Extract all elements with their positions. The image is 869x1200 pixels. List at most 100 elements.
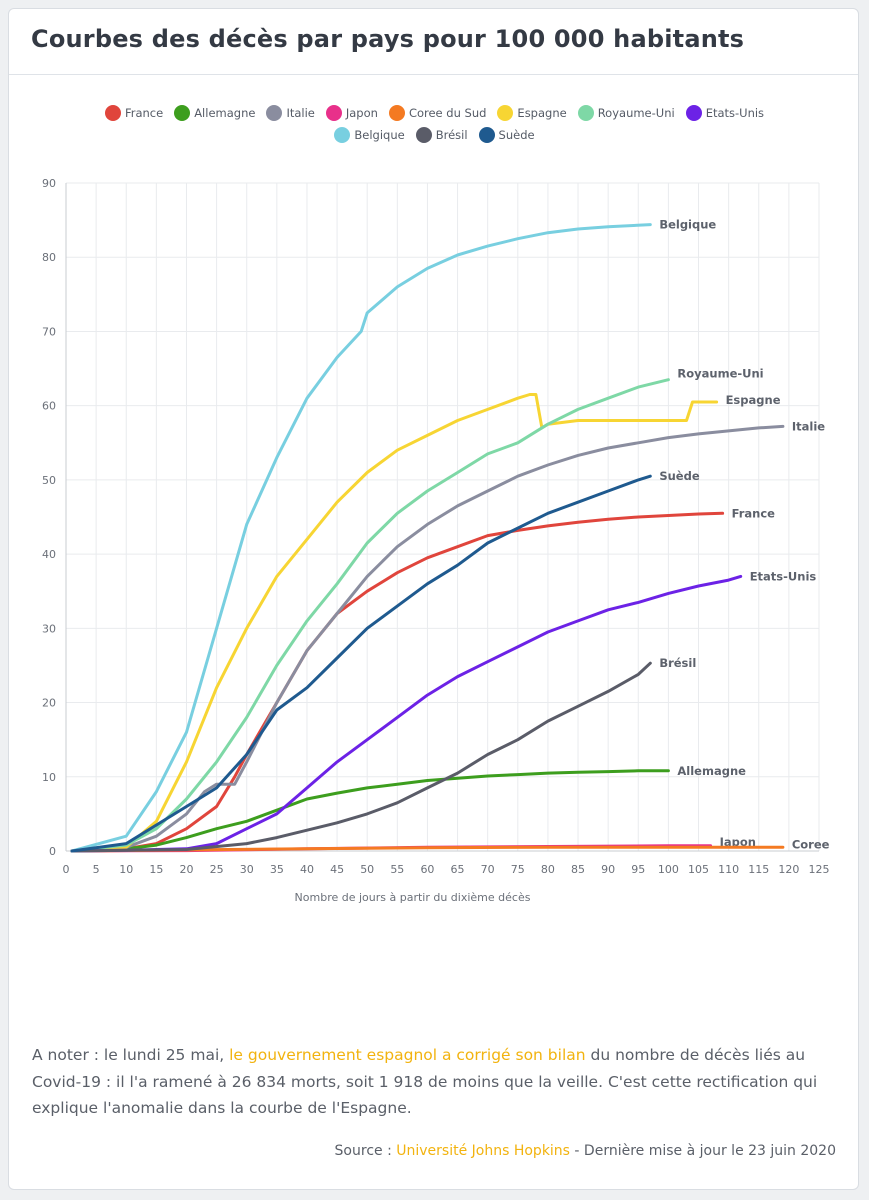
x-tick-label: 20 [179, 863, 193, 876]
legend-label: Royaume-Uni [597, 106, 675, 120]
legend-item-suede[interactable]: Suède [478, 127, 535, 143]
x-tick-label: 15 [149, 863, 163, 876]
series-end-label-japon: Japon [719, 835, 756, 849]
x-tick-label: 0 [63, 863, 70, 876]
legend-row: France Allemagne Italie Japon Coree du Sud Es… [9, 105, 858, 121]
legend-item-allemagne[interactable]: Allemagne [174, 105, 255, 121]
x-tick-label: 5 [93, 863, 100, 876]
series-line-belgique [70, 223, 652, 853]
x-tick-label: 115 [748, 863, 769, 876]
y-tick-label: 70 [42, 325, 56, 338]
series-end-label-etats-unis: Etats-Unis [750, 569, 817, 583]
legend-item-italie[interactable]: Italie [266, 105, 315, 121]
legend-item-espagne[interactable]: Espagne [497, 105, 567, 121]
page-title: Courbes des décès par pays pour 100 000 … [31, 25, 745, 53]
footnote-text-end: du nombre de décès liés au Covid-19 : il… [32, 1046, 818, 1117]
series-line-royaume-uni [70, 378, 670, 853]
x-tick-label: 65 [451, 863, 465, 876]
x-tick-label: 30 [240, 863, 254, 876]
y-tick-label: 20 [42, 697, 56, 710]
series-line-espagne [70, 393, 719, 853]
x-tick-label: 85 [571, 863, 585, 876]
source-line: Source : Université Johns Hopkins - Dern… [335, 1143, 836, 1159]
series-end-label-france: France [732, 506, 776, 520]
card-header: Courbes des décès par pays pour 100 000 … [9, 9, 858, 75]
footnote-link[interactable]: le gouvernement espagnol a corrigé son b… [229, 1046, 586, 1064]
series-line-suede [70, 474, 652, 853]
x-tick-label: 75 [511, 863, 525, 876]
series-end-label-belgique: Belgique [659, 218, 716, 232]
series-end-label-bresil: Brésil [659, 656, 696, 670]
y-tick-label: 90 [42, 177, 56, 190]
series-line-allemagne [70, 769, 670, 853]
legend-label: Etats-Unis [705, 106, 765, 120]
series-end-label-allemagne: Allemagne [677, 764, 746, 778]
legend-row: Belgique Brésil Suède [9, 127, 858, 143]
source-updated: - Dernière mise à jour le 23 juin 2020 [569, 1143, 836, 1159]
legend-swatch [266, 105, 283, 121]
legend-swatch [415, 127, 432, 143]
series-end-label-royaume-uni: Royaume-Uni [677, 367, 763, 381]
x-tick-label: 45 [330, 863, 344, 876]
y-tick-label: 50 [42, 474, 56, 487]
footnote: A noter : le lundi 25 mai, le gouverneme… [32, 1042, 832, 1122]
legend-item-etats-unis[interactable]: Etats-Unis [685, 105, 765, 121]
series-line-bresil [70, 661, 652, 853]
series-line-etats-unis [70, 574, 743, 853]
x-tick-label: 95 [631, 863, 645, 876]
x-tick-label: 10 [119, 863, 133, 876]
x-tick-label: 100 [658, 863, 679, 876]
x-tick-label: 80 [541, 863, 555, 876]
legend-item-coree-du-sud[interactable]: Coree du Sud [388, 105, 487, 121]
y-tick-label: 0 [49, 845, 56, 858]
x-tick-label: 35 [270, 863, 284, 876]
x-tick-label: 50 [360, 863, 374, 876]
legend-swatch [104, 105, 121, 121]
legend-swatch [685, 105, 702, 121]
legend-item-royaume-uni[interactable]: Royaume-Uni [577, 105, 675, 121]
series-end-label-suede: Suède [659, 469, 700, 483]
series-end-label-italie: Italie [792, 419, 825, 433]
series-line-italie [70, 424, 785, 853]
legend-label: Italie [286, 106, 315, 120]
legend-swatch [478, 127, 495, 143]
chart-card: Courbes des décès par pays pour 100 000 … [8, 8, 859, 1190]
x-tick-label: 55 [390, 863, 404, 876]
x-tick-label: 125 [809, 863, 830, 876]
y-tick-label: 40 [42, 548, 56, 561]
y-tick-label: 60 [42, 400, 56, 413]
legend-label: Coree du Sud [408, 106, 487, 120]
legend-swatch [388, 105, 405, 121]
legend-label: Japon [345, 106, 378, 120]
x-tick-label: 105 [688, 863, 709, 876]
legend-swatch [174, 105, 191, 121]
legend-label: France [124, 106, 164, 120]
legend-label: Allemagne [194, 106, 256, 120]
x-tick-label: 40 [300, 863, 314, 876]
x-axis-title: Nombre de jours à partir du dixième décè… [295, 891, 531, 904]
legend-label: Belgique [354, 128, 405, 142]
x-tick-label: 110 [718, 863, 739, 876]
legend-label: Espagne [517, 106, 567, 120]
footnote-text-start: A noter : le lundi 25 mai, [32, 1046, 230, 1064]
legend-swatch [497, 105, 514, 121]
source-label: Source : [334, 1143, 397, 1159]
legend-item-france[interactable]: France [104, 105, 164, 121]
legend-label: Brésil [435, 128, 468, 142]
y-tick-label: 80 [42, 251, 56, 264]
legend-label: Suède [498, 128, 535, 142]
chart-legend: France Allemagne Italie Japon Coree du Sud Es… [9, 105, 858, 149]
x-tick-label: 70 [481, 863, 495, 876]
x-tick-label: 25 [210, 863, 224, 876]
x-tick-label: 60 [420, 863, 434, 876]
x-tick-label: 90 [601, 863, 615, 876]
y-tick-label: 30 [42, 622, 56, 635]
source-link[interactable]: Université Johns Hopkins [396, 1143, 570, 1159]
line-chart: 0 5 10 15 20 25 30 35 40 45 50 55 60 65 70 75 80 85 90 95 10… [42, 177, 830, 904]
legend-swatch [334, 127, 351, 143]
x-tick-label: 120 [778, 863, 799, 876]
legend-item-bresil[interactable]: Brésil [415, 127, 468, 143]
series-line-france [70, 511, 725, 853]
legend-item-belgique[interactable]: Belgique [334, 127, 405, 143]
legend-item-japon[interactable]: Japon [325, 105, 378, 121]
